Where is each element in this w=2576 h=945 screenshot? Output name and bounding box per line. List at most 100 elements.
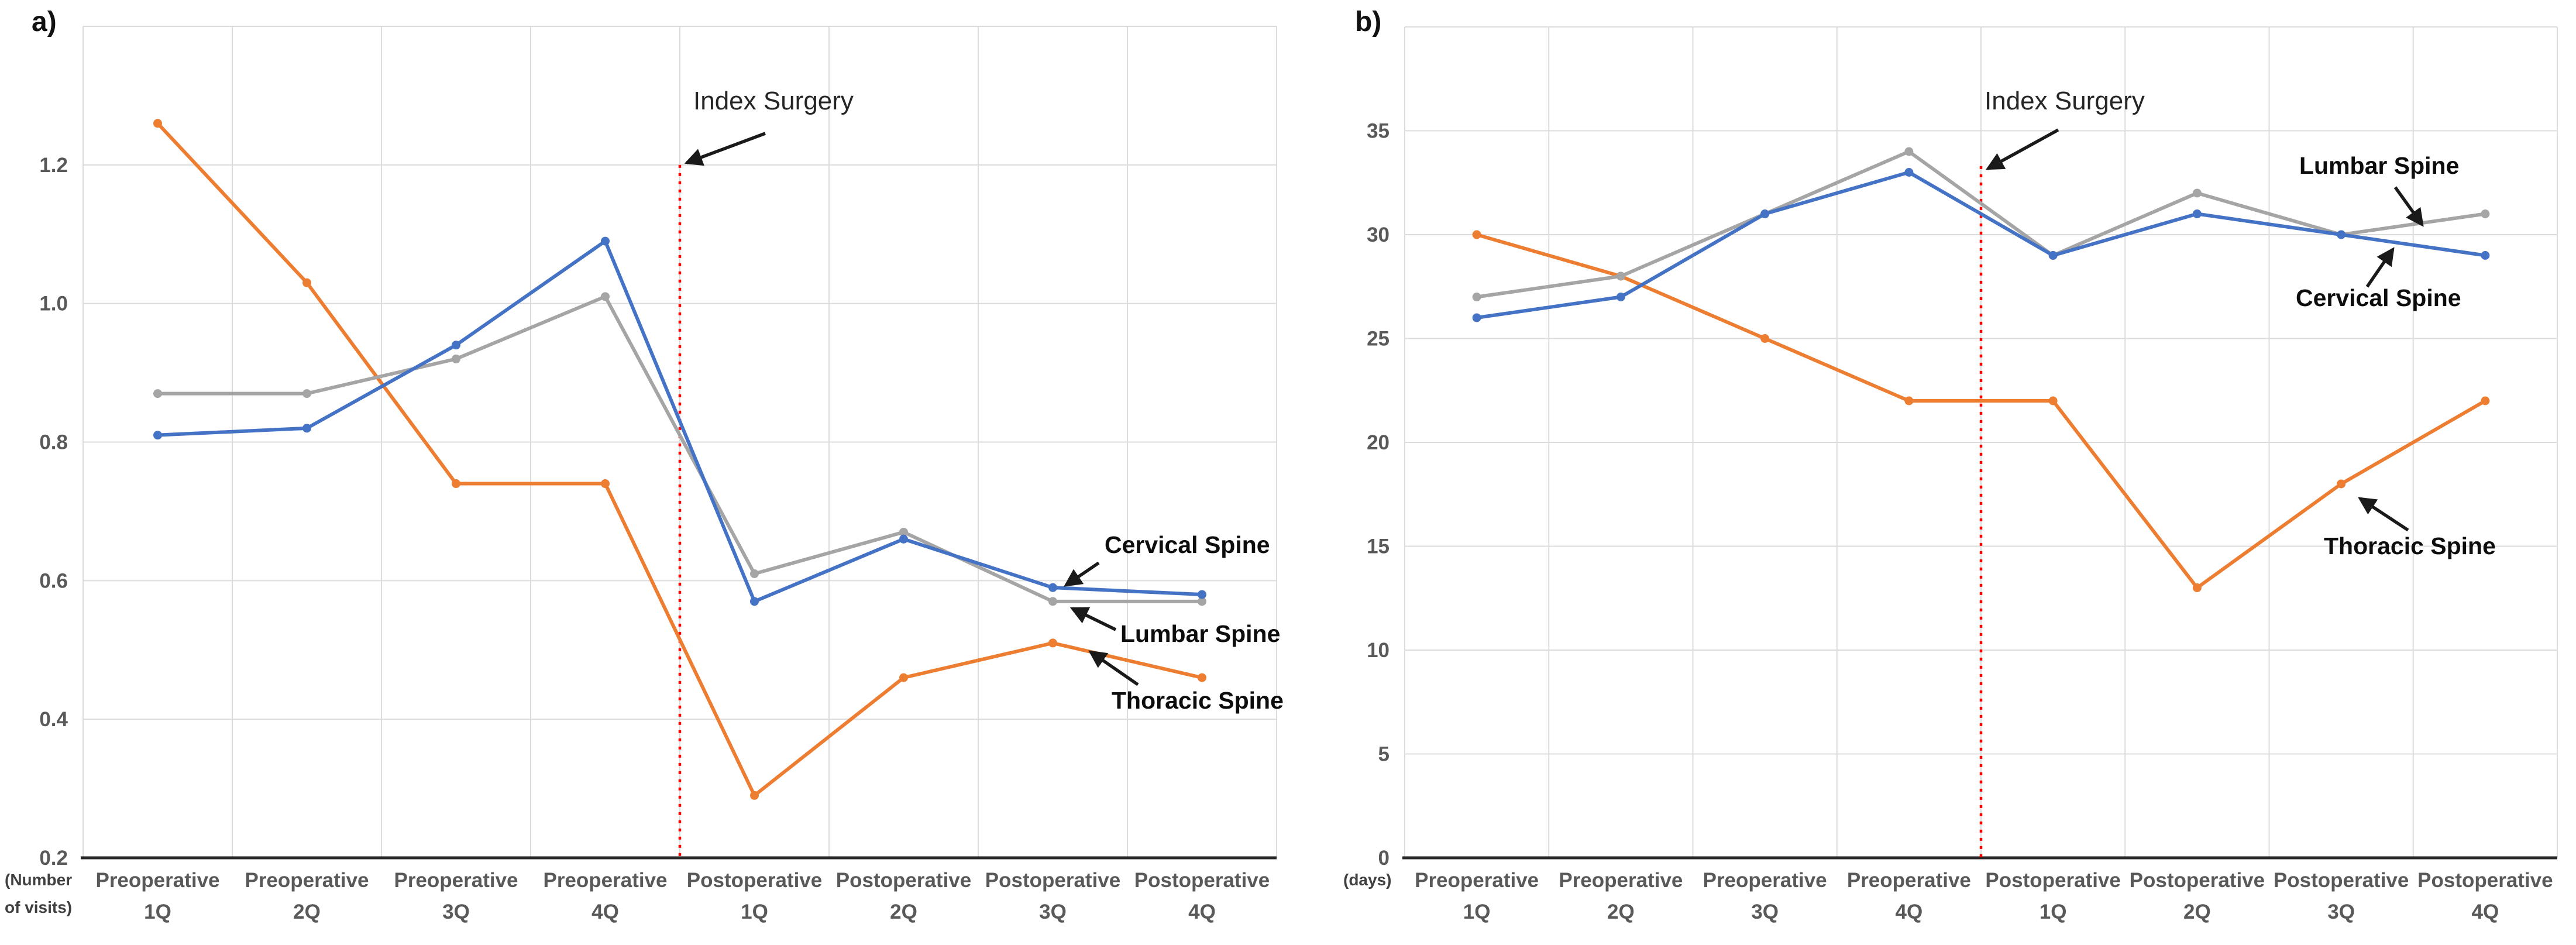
x-tick-label-line1: Postoperative <box>836 869 971 892</box>
x-tick-label-line2: 3Q <box>442 901 470 923</box>
x-tick-label-line1: Preoperative <box>245 869 369 892</box>
x-tick-label-line1: Postoperative <box>2274 869 2409 892</box>
x-tick-label-line1: Postoperative <box>1985 869 2120 892</box>
cervical-spine-label-b: Cervical Spine <box>2296 284 2461 311</box>
x-tick-label-line2: 4Q <box>1896 901 1923 923</box>
series-point-cervical-spine-b <box>1904 168 1914 177</box>
series-point-cervical-spine-b <box>1472 313 1481 322</box>
series-line-lumbar-spine-b <box>1475 150 2487 299</box>
y-tick-label: 20 <box>1367 431 1390 454</box>
series-line-thoracic-spine-a <box>156 121 1204 798</box>
x-tick-label-line1: Preoperative <box>543 869 667 892</box>
x-tick-label-line1: Preoperative <box>95 869 219 892</box>
series-point-cervical-spine-a <box>452 341 460 350</box>
thoracic-spine-label-a: Thoracic Spine <box>1112 687 1284 714</box>
index-surgery-label-a: Index Surgery <box>693 87 854 115</box>
series-point-cervical-spine-a <box>750 597 759 606</box>
series-point-lumbar-spine-b <box>2481 209 2490 218</box>
series-point-lumbar-spine-a <box>153 389 162 398</box>
y-tick-label: 25 <box>1367 328 1390 350</box>
series-point-cervical-spine-a <box>601 236 610 246</box>
series-point-cervical-spine-a <box>302 424 311 433</box>
series-point-lumbar-spine-a <box>1198 597 1206 606</box>
x-tick-label-line2: 4Q <box>1188 901 1216 923</box>
x-tick-label-line1: Postoperative <box>2417 869 2553 892</box>
y-tick-labels-a: 0.2 0.4 0.6 0.8 1.0 1.2 <box>39 154 68 870</box>
y-tick-label: 0.4 <box>39 708 68 731</box>
thoracic-spine-label-b: Thoracic Spine <box>2324 532 2496 559</box>
series-line-lumbar-spine-a <box>156 294 1204 603</box>
series-point-cervical-spine-b <box>1616 293 1625 301</box>
x-tick-label-line2: 1Q <box>1463 901 1491 923</box>
x-tick-label-line2: 3Q <box>1039 901 1067 923</box>
y-tick-label: 35 <box>1367 120 1390 143</box>
series-point-thoracic-spine-b <box>2337 479 2346 489</box>
panel-b-unit-line1: (days) <box>1343 871 1392 889</box>
lumbar-spine-label-a: Lumbar Spine <box>1120 620 1281 647</box>
annotation-arrow <box>2393 186 2424 227</box>
x-tick-label-line1: Preoperative <box>394 869 518 892</box>
series-point-thoracic-spine-a <box>302 278 311 287</box>
panel-b-unit-label: (days) <box>1343 866 1391 894</box>
lumbar-spine-label-b: Lumbar Spine <box>2299 152 2460 179</box>
series-point-cervical-spine-b <box>2481 251 2490 260</box>
annotation-arrow <box>1088 650 1139 686</box>
x-tick-label-line1: Preoperative <box>1703 869 1827 892</box>
annotation-arrows-a <box>684 132 1139 686</box>
series-point-thoracic-spine-a <box>750 791 759 800</box>
series-point-cervical-spine-a <box>1198 590 1206 599</box>
x-tick-label-line1: Postoperative <box>1134 869 1270 892</box>
x-tick-label-line1: Postoperative <box>687 869 822 892</box>
x-tick-label-line1: Postoperative <box>985 869 1120 892</box>
x-tick-label-line2: 2Q <box>293 901 321 923</box>
y-tick-label: 1.0 <box>39 293 68 315</box>
x-tick-label-line1: Preoperative <box>1559 869 1683 892</box>
series-point-thoracic-spine-b <box>2192 583 2202 592</box>
y-tick-label: 1.2 <box>39 154 68 177</box>
series-line-cervical-spine-b <box>1475 170 2487 319</box>
series-line-cervical-spine-a <box>156 239 1204 603</box>
series-line-thoracic-spine-b <box>1475 233 2487 590</box>
x-tick-label-line2: 2Q <box>2183 901 2211 923</box>
y-tick-labels-b: 0 5 10 15 20 25 30 35 <box>1367 120 1390 870</box>
series-point-cervical-spine-a <box>153 431 162 440</box>
series-group-b <box>1472 147 2490 592</box>
x-tick-label-line1: Preoperative <box>1847 869 1971 892</box>
series-point-cervical-spine-a <box>899 534 908 544</box>
x-tick-label-line2: 3Q <box>2327 901 2355 923</box>
y-tick-label: 5 <box>1378 743 1390 766</box>
series-point-thoracic-spine-a <box>452 479 460 489</box>
series-point-thoracic-spine-b <box>1472 230 1481 239</box>
y-tick-label: 0.2 <box>39 847 68 870</box>
annotation-arrow <box>1069 607 1117 631</box>
series-point-thoracic-spine-b <box>2481 396 2490 406</box>
series-point-lumbar-spine-a <box>750 569 759 578</box>
y-tick-label: 15 <box>1367 535 1390 558</box>
series-point-lumbar-spine-a <box>452 354 460 363</box>
y-tick-label: 30 <box>1367 224 1390 246</box>
panel-b-plot: 05101520253035Preoperative1QPreoperative… <box>1367 26 2558 923</box>
series-point-thoracic-spine-a <box>899 673 908 682</box>
annotation-arrow <box>1064 561 1100 587</box>
series-point-cervical-spine-b <box>2192 209 2202 218</box>
series-point-cervical-spine-b <box>2337 230 2346 239</box>
x-tick-label-line1: Postoperative <box>2130 869 2265 892</box>
x-tick-label-line2: 1Q <box>741 901 768 923</box>
annotation-arrow <box>684 132 766 166</box>
series-point-thoracic-spine-a <box>601 479 610 489</box>
x-tick-label-line2: 4Q <box>2472 901 2499 923</box>
series-point-lumbar-spine-a <box>899 527 908 537</box>
x-tick-labels-a: Preoperative 1Q Preoperative 2Q Preoperative… <box>95 869 1270 923</box>
panel-b-label: b) <box>1355 6 1382 37</box>
annotation-arrow <box>2365 247 2395 288</box>
x-tick-label-line2: 2Q <box>1607 901 1635 923</box>
x-tick-label-line1: Preoperative <box>1415 869 1539 892</box>
series-point-thoracic-spine-b <box>2048 396 2058 406</box>
annotation-arrow <box>2358 497 2409 532</box>
y-tick-label: 0.8 <box>39 431 68 454</box>
x-tick-labels-b: Preoperative 1Q Preoperative 2Q Preoperative… <box>1415 869 2553 923</box>
series-point-lumbar-spine-a <box>601 292 610 301</box>
series-point-cervical-spine-b <box>1760 209 1770 218</box>
panel-a-unit-line2: of visits) <box>5 898 73 916</box>
